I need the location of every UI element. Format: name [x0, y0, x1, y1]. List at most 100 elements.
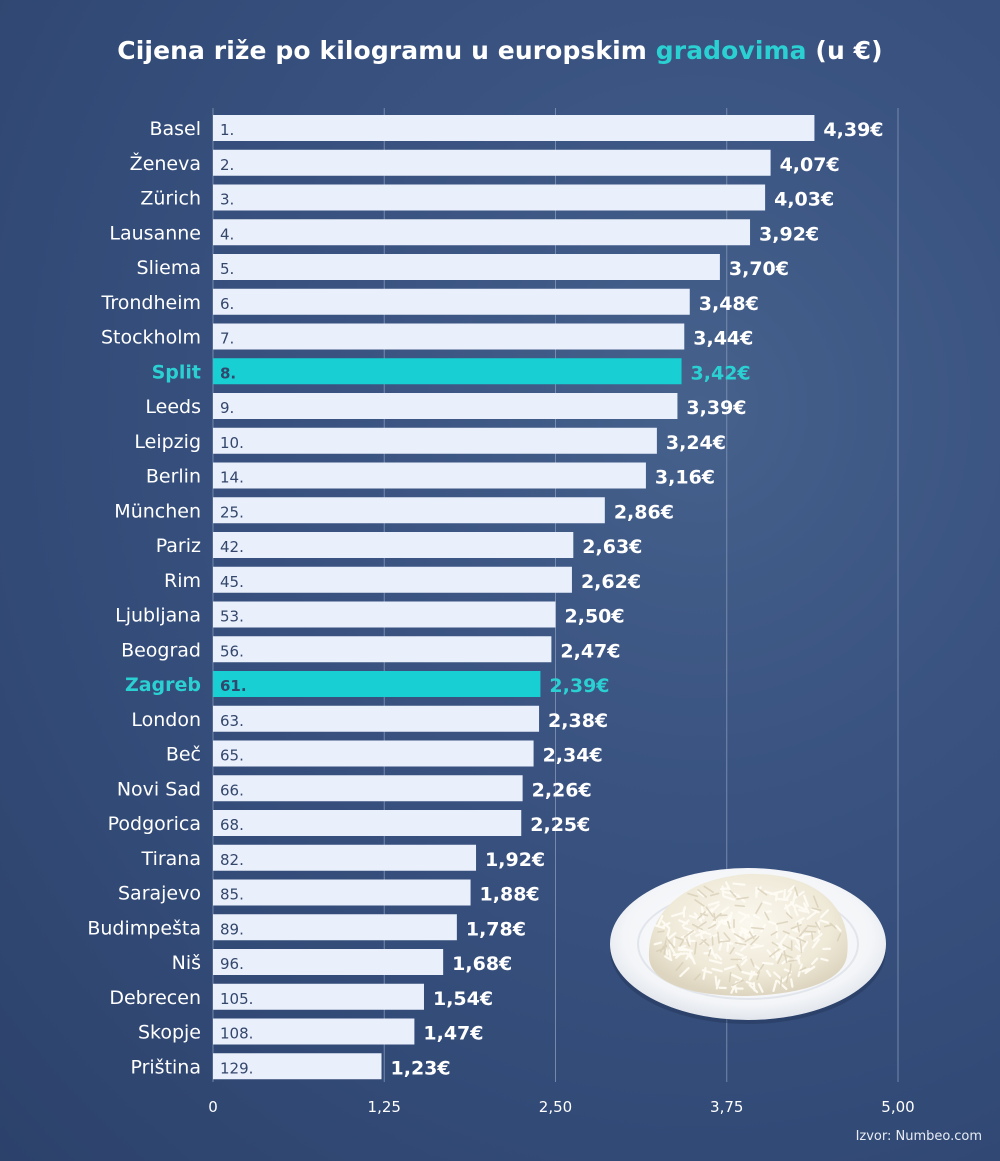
- x-tick-label: 2,50: [539, 1098, 572, 1116]
- category-label: Berlin: [146, 466, 201, 488]
- bar: [213, 427, 657, 454]
- bar-row: Leipzig 10. 3,24€: [134, 427, 726, 454]
- rank-label: 89.: [220, 920, 244, 938]
- value-label: 3,16€: [655, 467, 715, 489]
- rank-label: 96.: [220, 955, 244, 973]
- category-label: Trondheim: [101, 292, 201, 314]
- value-label: 4,07€: [780, 154, 840, 176]
- rank-label: 42.: [220, 538, 244, 556]
- rank-label: 85.: [220, 886, 244, 904]
- bar-row: Beč 65. 2,34€: [166, 740, 603, 767]
- category-label: München: [114, 500, 201, 522]
- category-label: Priština: [130, 1056, 201, 1078]
- rank-label: 6.: [220, 295, 234, 313]
- x-tick-label: 0: [208, 1098, 218, 1116]
- category-label: Lausanne: [109, 222, 201, 244]
- bar: [213, 497, 605, 524]
- value-label: 3,48€: [699, 293, 759, 315]
- value-label: 2,86€: [614, 501, 674, 523]
- bar-row: Ženeva 2. 4,07€: [130, 149, 840, 176]
- category-label: Sliema: [137, 257, 201, 279]
- value-label: 2,62€: [581, 571, 641, 593]
- value-label: 1,23€: [391, 1057, 451, 1079]
- value-label: 3,24€: [666, 432, 726, 454]
- value-label: 1,78€: [466, 918, 526, 940]
- x-tick-label: 1,25: [368, 1098, 401, 1116]
- rank-label: 3.: [220, 191, 234, 209]
- bar: [213, 462, 646, 489]
- bar: [213, 566, 572, 593]
- bar: [213, 636, 552, 663]
- bar-row: Basel 1. 4,39€: [149, 115, 884, 141]
- rank-label: 61.: [220, 677, 247, 695]
- bar: [213, 740, 534, 767]
- bar: [213, 671, 541, 697]
- bar: [213, 914, 457, 941]
- value-label: 1,68€: [452, 953, 512, 975]
- value-label: 3,39€: [686, 397, 746, 419]
- value-label: 2,47€: [560, 640, 620, 662]
- rank-label: 9.: [220, 399, 234, 417]
- chart-title-highlight: gradovima: [655, 36, 807, 65]
- category-label: Leeds: [145, 396, 201, 418]
- category-label: Pariz: [156, 535, 201, 557]
- category-label: Beč: [166, 744, 201, 766]
- plate-of-rice-icon: [610, 868, 886, 1024]
- bar: [213, 775, 523, 802]
- bar-row: Rim 45. 2,62€: [164, 566, 641, 593]
- category-label: Leipzig: [134, 431, 201, 453]
- bar: [213, 1053, 382, 1080]
- bar-row: Sliema 5. 3,70€: [137, 254, 789, 280]
- value-label: 1,47€: [423, 1023, 483, 1045]
- bar-row: Zürich 3. 4,03€: [140, 184, 834, 211]
- bar: [213, 705, 540, 732]
- rank-label: 45.: [220, 573, 244, 591]
- category-label: Split: [152, 361, 201, 383]
- bar-row: Tirana 82. 1,92€: [141, 844, 545, 871]
- value-label: 3,70€: [729, 258, 789, 280]
- bar-row: Stockholm 7. 3,44€: [101, 323, 753, 350]
- rank-label: 82.: [220, 851, 244, 869]
- bar: [213, 393, 678, 419]
- bar: [213, 219, 751, 246]
- category-label: Tirana: [141, 848, 201, 870]
- category-label: Budimpešta: [87, 917, 201, 939]
- bar-row: London 63. 2,38€: [131, 705, 608, 732]
- rank-label: 108.: [220, 1025, 253, 1043]
- rank-label: 1.: [220, 121, 234, 139]
- bar-row: Podgorica 68. 2,25€: [108, 810, 590, 836]
- bar-row: Novi Sad 66. 2,26€: [117, 775, 592, 802]
- source-note: Izvor: Numbeo.com: [855, 1129, 982, 1144]
- category-label: Ljubljana: [115, 605, 201, 627]
- bar-row: Lausanne 4. 3,92€: [109, 219, 819, 246]
- bar: [213, 288, 690, 315]
- rank-label: 14.: [220, 469, 244, 487]
- value-label: 3,44€: [693, 328, 753, 350]
- bar: [213, 149, 771, 176]
- bar: [213, 810, 522, 836]
- value-label: 4,39€: [823, 119, 883, 141]
- x-axis-ticks: 0 1,25 2,50 3,75 5,00: [208, 1098, 914, 1116]
- bars: Basel 1. 4,39€ Ženeva 2. 4,07€ Zürich 3. 4,03€ La…: [87, 115, 884, 1080]
- bar: [213, 601, 556, 628]
- category-label: Rim: [164, 570, 201, 592]
- category-label: Zagreb: [125, 674, 201, 696]
- bar: [213, 254, 720, 280]
- category-label: Sarajevo: [118, 883, 201, 905]
- value-label: 1,54€: [433, 988, 493, 1010]
- value-label: 1,88€: [480, 884, 540, 906]
- bar: [213, 184, 766, 211]
- category-label: Basel: [149, 118, 201, 140]
- rank-label: 65.: [220, 747, 244, 765]
- rank-label: 25.: [220, 503, 244, 521]
- category-label: Novi Sad: [117, 778, 201, 800]
- bar-row: Niš 96. 1,68€: [172, 949, 512, 975]
- rank-label: 105.: [220, 990, 253, 1008]
- bar-row: Skopje 108. 1,47€: [138, 1018, 483, 1045]
- bar: [213, 844, 477, 871]
- bar-row: Beograd 56. 2,47€: [121, 636, 620, 663]
- value-label: 1,92€: [485, 849, 545, 871]
- rank-label: 2.: [220, 156, 234, 174]
- chart-title-prefix: Cijena riže po kilogramu u europskim: [117, 36, 656, 65]
- rank-label: 66.: [220, 781, 244, 799]
